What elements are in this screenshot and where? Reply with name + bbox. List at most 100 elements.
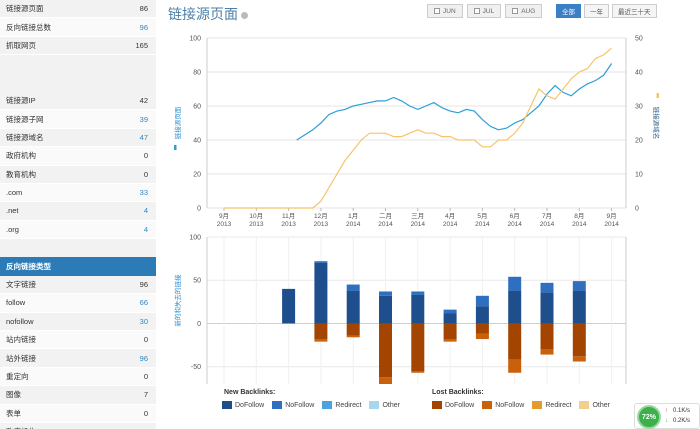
sidebar-spacer <box>0 55 156 74</box>
lost-bar-nofollow <box>314 339 328 342</box>
range-button[interactable]: 全部 <box>556 4 581 18</box>
x-tick-year: 2013 <box>249 221 264 228</box>
legend-swatch <box>579 401 590 409</box>
new-bar-nofollow <box>540 282 554 293</box>
lost-bar-dofollow <box>540 323 554 350</box>
sidebar-spacer <box>0 239 156 258</box>
new-bar-dofollow <box>508 290 522 324</box>
sidebar-row-label: 教育机构 <box>6 169 36 179</box>
legend-new-title: New Backlinks: <box>224 389 276 396</box>
new-bar-dofollow <box>475 306 489 324</box>
sidebar-row-value[interactable]: 66 <box>139 298 148 308</box>
month-toggle-label: JUN <box>443 7 456 15</box>
lost-bar-nofollow <box>475 333 489 340</box>
download-speed-value: 0.2K/s <box>673 418 691 424</box>
sidebar-row: 重定向 0 <box>0 367 156 387</box>
sidebar-row-value: 86 <box>139 4 148 14</box>
new-bar-nofollow <box>572 281 586 291</box>
x-tick-month: 8月 <box>574 212 584 220</box>
x-tick-month: 7月 <box>542 212 552 220</box>
sidebar-row: 链接源子网 39 <box>0 110 156 129</box>
sidebar-row-label: 重定向 <box>6 372 29 381</box>
lost-bar-nofollow <box>411 371 425 373</box>
x-tick-month: 6月 <box>510 212 520 220</box>
new-legend-item[interactable]: Other <box>369 401 400 409</box>
lost-bar-nofollow <box>443 339 457 342</box>
x-tick-year: 2014 <box>411 221 426 228</box>
lost-legend-item[interactable]: Redirect <box>532 401 571 409</box>
sidebar-row-value: 42 <box>139 96 148 106</box>
sidebar-row: 链接源页面 86 <box>0 0 156 19</box>
month-filter-bar: JUN JUL AUG <box>427 4 543 18</box>
sidebar-row-value[interactable]: 39 <box>139 114 148 124</box>
x-tick-month: 二月 <box>379 212 392 220</box>
legend-swatch <box>272 401 283 409</box>
legend-label: NoFollow <box>285 401 315 409</box>
lost-bar-dofollow <box>475 323 489 334</box>
checkbox-icon[interactable] <box>473 8 480 14</box>
lost-bar-dofollow <box>346 323 360 336</box>
new-bar-dofollow <box>540 292 554 324</box>
network-status-widget[interactable]: 72% ↑ 0.1K/s ↓ 0.2K/s <box>634 403 700 429</box>
left-axis-tick-label: 20 <box>193 172 201 179</box>
new-bar-nofollow <box>379 291 392 296</box>
sidebar-row-value[interactable]: 4 <box>143 206 148 216</box>
left-axis-tick-label: 100 <box>189 36 201 43</box>
sidebar-row-value[interactable]: 33 <box>139 188 148 198</box>
lost-legend-item[interactable]: Other <box>579 401 610 409</box>
legend-swatch <box>432 401 442 409</box>
sidebar-row-label: 站外链接 <box>6 353 36 363</box>
sidebar-row: .net 4 <box>0 202 156 221</box>
new-bar-nofollow <box>411 291 425 295</box>
x-tick-year: 2014 <box>346 221 361 228</box>
legend-label: Other <box>592 401 610 409</box>
left-axis-tick-label: 80 <box>193 70 201 77</box>
stats-sidebar: 链接源页面 86 反向链接总数 96 抓取网页 165 链接源IP 42 链接源子网 39 链接源… <box>0 0 156 429</box>
sidebar-row-value[interactable]: 30 <box>139 316 148 326</box>
range-filter-bar: 全部 一年 最近三十天 <box>556 4 657 18</box>
bar-axis-tick-label: 100 <box>189 235 201 242</box>
new-legend-item[interactable]: Redirect <box>322 401 361 409</box>
left-axis-tick-label: 40 <box>193 138 201 145</box>
sidebar-row-value: 0 <box>143 408 148 418</box>
new-bar-dofollow <box>572 290 586 324</box>
sidebar-row: 链接源IP 42 <box>0 91 156 111</box>
x-tick-year: 2014 <box>572 221 587 228</box>
info-icon[interactable] <box>241 11 248 19</box>
sidebar-row: 政府机构 0 <box>0 422 156 429</box>
checkbox-icon[interactable] <box>434 8 440 14</box>
x-tick-year: 2014 <box>540 221 555 228</box>
month-toggle-button[interactable]: JUN <box>427 4 463 18</box>
sidebar-row-label: .com <box>6 188 23 198</box>
lost-bar-dofollow <box>314 323 328 340</box>
sidebar-row-value[interactable]: 4 <box>143 224 148 234</box>
x-tick-month: 9月 <box>607 212 617 220</box>
sidebar-row: 站外链接 96 <box>0 349 156 368</box>
new-bar-nofollow <box>314 261 328 263</box>
month-toggle-button[interactable]: JUL <box>466 4 502 18</box>
sidebar-row-value: 7 <box>143 390 148 400</box>
sidebar-row-label: 政府机构 <box>6 426 36 429</box>
right-axis-tick-label: 40 <box>635 70 643 77</box>
sidebar-row-value[interactable]: 96 <box>139 353 148 363</box>
sidebar-row: follow 66 <box>0 294 156 313</box>
sidebar-row-value[interactable]: 47 <box>139 132 148 142</box>
range-button[interactable]: 一年 <box>584 4 609 18</box>
month-toggle-button[interactable]: AUG <box>505 4 543 18</box>
lost-legend-item[interactable]: NoFollow <box>482 401 524 409</box>
sidebar-row-value: 165 <box>135 40 148 50</box>
lost-legend-item[interactable]: DoFollow <box>432 401 474 409</box>
sidebar-row-label: nofollow <box>6 316 34 326</box>
new-legend-item[interactable]: DoFollow <box>222 401 264 409</box>
link-source-pages-line <box>296 63 613 141</box>
checkbox-icon[interactable] <box>512 8 519 14</box>
legend-swatch <box>482 401 493 409</box>
sidebar-row-value[interactable]: 96 <box>139 22 148 32</box>
section-header-backlink-types[interactable]: 反向链接类型 <box>0 257 156 276</box>
x-tick-year: 2014 <box>475 221 490 228</box>
range-button[interactable]: 最近三十天 <box>612 4 657 18</box>
new-bar-nofollow <box>443 309 457 314</box>
new-legend-item[interactable]: NoFollow <box>272 401 314 409</box>
lost-bar-nofollow <box>508 359 522 373</box>
